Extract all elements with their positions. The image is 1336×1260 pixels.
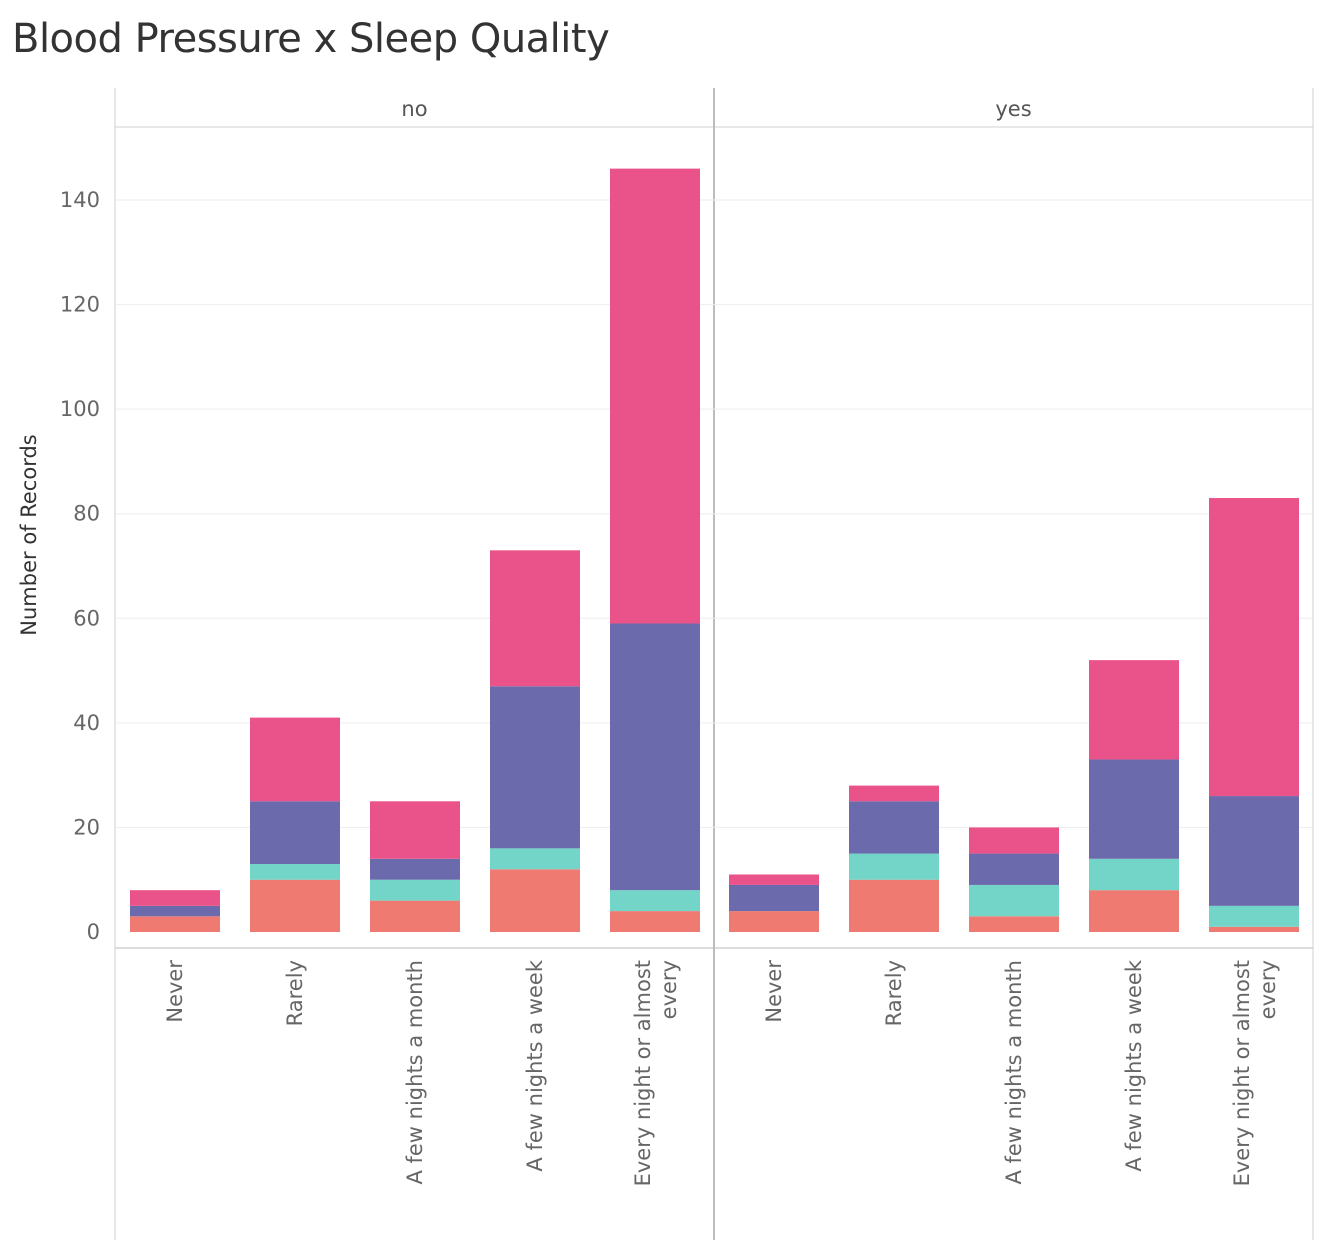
- bar-yes-1-s1: [849, 853, 939, 880]
- bar-yes-1-s3: [849, 785, 939, 802]
- y-tick-label-80: 80: [73, 502, 100, 526]
- panel-label-no: no: [401, 97, 427, 121]
- chart-title: Blood Pressure x Sleep Quality: [12, 16, 610, 62]
- bar-yes-1-s0: [849, 879, 939, 932]
- bar-yes-0-s3: [729, 874, 819, 885]
- bar-yes-3-s1: [1089, 858, 1179, 891]
- bar-no-2-s0: [370, 900, 460, 932]
- bar-yes-4-s2: [1209, 796, 1299, 906]
- y-tick-label-100: 100: [60, 397, 100, 421]
- bar-yes-2-s0: [969, 916, 1059, 932]
- x-tick-label-yes-0: Never: [762, 960, 786, 1023]
- y-tick-label-0: 0: [87, 920, 100, 944]
- bar-yes-1-s2: [849, 801, 939, 854]
- bar-no-3-s2: [490, 686, 580, 849]
- x-tick-label-no-1: Rarely: [283, 960, 307, 1026]
- bar-yes-0-s0: [729, 911, 819, 932]
- y-tick-label-140: 140: [60, 188, 100, 212]
- bar-no-3-s1: [490, 848, 580, 870]
- x-tick-label-yes-4: Every night or almostevery: [1230, 960, 1280, 1186]
- bar-no-0-s0: [130, 916, 220, 932]
- bar-no-2-s3: [370, 801, 460, 859]
- bar-yes-4-s1: [1209, 905, 1299, 927]
- x-tick-label-no-4: Every night or almostevery: [631, 960, 681, 1186]
- y-axis-title: Number of Records: [17, 434, 41, 635]
- bar-no-0-s3: [130, 890, 220, 906]
- bar-yes-3-s2: [1089, 759, 1179, 859]
- x-tick-label-no-2: A few nights a month: [403, 960, 427, 1185]
- x-tick-label-yes-1: Rarely: [882, 960, 906, 1026]
- x-tick-label-no-3: A few nights a week: [523, 959, 547, 1171]
- bar-no-4-s1: [610, 890, 700, 912]
- bar-no-3-s3: [490, 550, 580, 687]
- x-tick-label-no-0: Never: [163, 960, 187, 1023]
- bar-yes-2-s2: [969, 853, 1059, 885]
- panel-label-yes: yes: [995, 97, 1031, 121]
- y-tick-label-40: 40: [73, 711, 100, 735]
- x-tick-label-yes-3: A few nights a week: [1122, 959, 1146, 1171]
- bar-yes-4-s0: [1209, 926, 1299, 932]
- bar-yes-2-s1: [969, 884, 1059, 917]
- y-tick-label-60: 60: [73, 606, 100, 630]
- bar-no-1-s2: [250, 801, 340, 865]
- y-tick-label-120: 120: [60, 293, 100, 317]
- bar-yes-2-s3: [969, 827, 1059, 854]
- bar-yes-0-s2: [729, 884, 819, 912]
- x-tick-label-yes-2: A few nights a month: [1002, 960, 1026, 1185]
- bar-no-1-s3: [250, 717, 340, 802]
- bar-no-3-s0: [490, 869, 580, 932]
- bar-no-2-s1: [370, 879, 460, 901]
- bar-no-1-s1: [250, 864, 340, 880]
- bar-no-4-s2: [610, 623, 700, 891]
- bar-no-4-s0: [610, 911, 700, 932]
- y-tick-label-20: 20: [73, 815, 100, 839]
- bar-no-4-s3: [610, 168, 700, 624]
- bar-no-2-s2: [370, 858, 460, 880]
- bar-no-0-s2: [130, 905, 220, 917]
- bar-yes-4-s3: [1209, 498, 1299, 797]
- bar-no-1-s0: [250, 879, 340, 932]
- bar-yes-3-s0: [1089, 890, 1179, 932]
- bar-yes-3-s3: [1089, 660, 1179, 760]
